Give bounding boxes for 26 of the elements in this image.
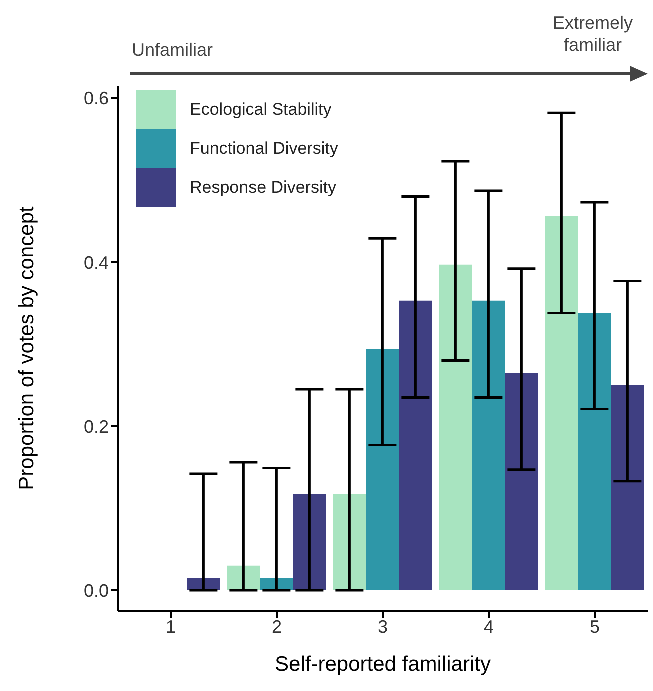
x-tick-label: 2 bbox=[272, 616, 282, 637]
text: Unfamiliar bbox=[132, 40, 214, 61]
bar bbox=[333, 494, 366, 590]
x-tick-label: 3 bbox=[378, 616, 388, 637]
text: Extremely familiar bbox=[552, 12, 634, 56]
legend-label: Functional Diversity bbox=[190, 138, 338, 158]
y-tick-label: 0.6 bbox=[84, 88, 109, 109]
bar bbox=[505, 373, 538, 590]
legend-label: Response Diversity bbox=[190, 178, 336, 198]
legend-label: Ecological Stability bbox=[190, 100, 332, 120]
x-tick-label: 1 bbox=[166, 616, 176, 637]
x-tick-label: 4 bbox=[484, 616, 494, 637]
bar bbox=[578, 313, 612, 590]
bar bbox=[399, 300, 432, 590]
bar bbox=[293, 494, 326, 590]
y-tick-label: 0.0 bbox=[84, 580, 109, 601]
x-axis-title: Self-reported familiarity bbox=[275, 653, 492, 676]
bar bbox=[472, 300, 506, 590]
bar bbox=[439, 264, 472, 590]
x-tick-label: 5 bbox=[590, 616, 600, 637]
bar bbox=[366, 349, 400, 590]
y-axis-title: Proportion of votes by concept bbox=[15, 206, 38, 490]
y-tick-label: 0.2 bbox=[84, 416, 109, 437]
bar bbox=[545, 216, 578, 590]
y-tick-label: 0.4 bbox=[84, 252, 109, 273]
bar bbox=[611, 385, 644, 590]
